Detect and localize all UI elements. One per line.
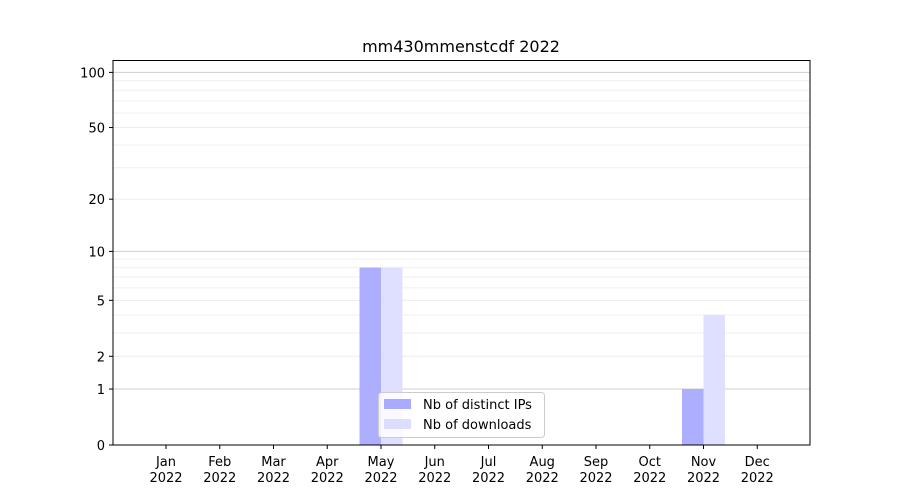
x-tick-label: Nov (691, 455, 717, 470)
legend-label: Nb of distinct IPs (423, 398, 532, 413)
y-tick-label: 100 (80, 66, 105, 81)
x-tick-label: 2022 (472, 471, 505, 486)
y-tick-label: 2 (97, 350, 105, 365)
bar-nb-of-distinct-ips (359, 267, 381, 445)
x-tick-label: 2022 (633, 471, 666, 486)
x-tick-label: Jun (424, 455, 445, 470)
x-tick-label: 2022 (203, 471, 236, 486)
x-tick-label: 2022 (418, 471, 451, 486)
x-axis: Jan2022Feb2022Mar2022Apr2022May2022Jun20… (149, 445, 774, 486)
y-tick-label: 20 (88, 193, 105, 208)
x-tick-label: 2022 (257, 471, 290, 486)
x-tick-label: Sep (584, 455, 609, 470)
legend: Nb of distinct IPs Nb of downloads (378, 392, 545, 438)
x-tick-label: Mar (261, 455, 286, 470)
bar-nb-of-downloads (703, 315, 725, 445)
x-tick-label: 2022 (579, 471, 612, 486)
y-tick-label: 10 (88, 245, 105, 260)
legend-swatch (384, 419, 411, 429)
x-tick-label: Apr (316, 455, 339, 470)
x-tick-label: Jul (480, 455, 497, 470)
legend-box (378, 392, 545, 438)
legend-label: Nb of downloads (423, 418, 532, 433)
y-tick-label: 5 (97, 294, 105, 309)
x-tick-label: 2022 (741, 471, 774, 486)
x-tick-label: 2022 (149, 471, 182, 486)
x-tick-label: Aug (530, 455, 555, 470)
x-tick-label: Oct (639, 455, 661, 470)
y-tick-label: 1 (97, 383, 105, 398)
bar-nb-of-distinct-ips (682, 389, 704, 445)
x-tick-label: Jan (155, 455, 176, 470)
x-tick-label: 2022 (311, 471, 344, 486)
x-tick-label: Dec (745, 455, 770, 470)
chart-title: mm430mmenstcdf 2022 (362, 37, 560, 56)
x-tick-label: Feb (208, 455, 231, 470)
x-tick-label: 2022 (526, 471, 559, 486)
x-tick-label: 2022 (364, 471, 397, 486)
x-tick-label: May (368, 455, 395, 470)
x-tick-label: 2022 (687, 471, 720, 486)
y-tick-label: 50 (88, 122, 105, 137)
y-axis: 0 1 2 5 10 20 50 100 (80, 66, 113, 454)
y-tick-label: 0 (97, 439, 105, 454)
legend-swatch (384, 399, 411, 409)
plot-frame (112, 60, 811, 446)
